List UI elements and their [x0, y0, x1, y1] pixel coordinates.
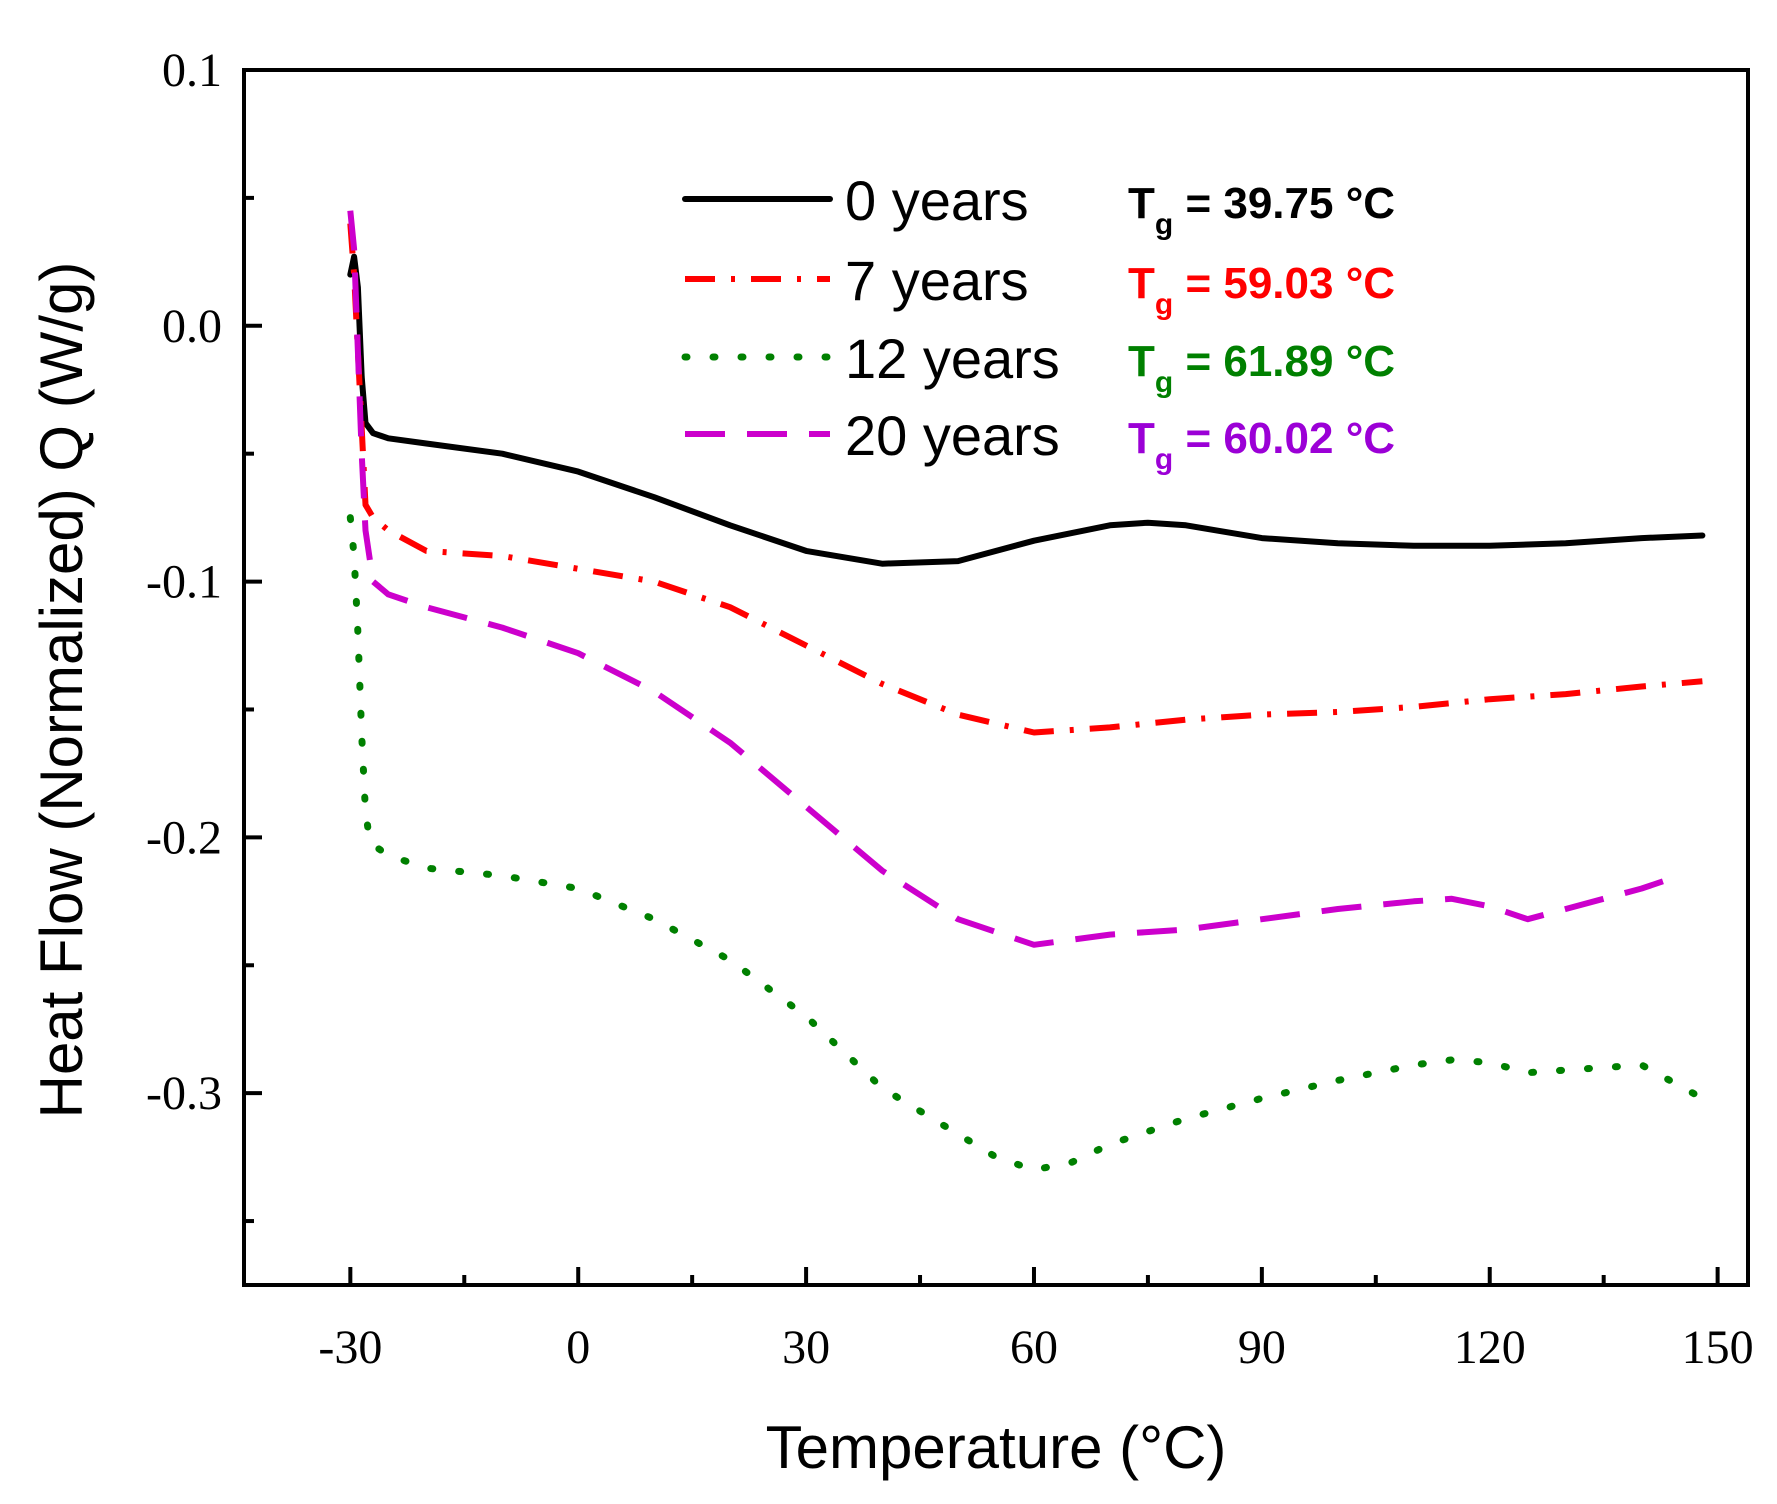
series-layer [346, 210, 1706, 1174]
series-line-0 [347, 253, 1706, 567]
legend: 0 years Tg = 39.75 °C 7 years Tg = 59.03 °C… [681, 169, 1395, 476]
tg-annotation-3: Tg = 60.02 °C [1128, 414, 1395, 476]
series-line-1 [347, 223, 1703, 736]
x-tick-label: 30 [782, 1321, 830, 1374]
series-line-2 [346, 514, 1706, 1174]
legend-label-1: 7 years [845, 249, 1029, 312]
tg-subscript: g [1155, 288, 1173, 321]
x-axis-title: Temperature (°C) [766, 1414, 1227, 1481]
y-tick-label: -0.3 [146, 1067, 222, 1120]
tg-value: = 59.03 °C [1173, 259, 1395, 308]
y-axis-title: Heat Flow (Normalized) Q (W/g) [28, 262, 95, 1119]
x-tick-label: 150 [1682, 1321, 1754, 1374]
tg-symbol: T [1128, 414, 1155, 463]
tg-subscript: g [1155, 208, 1173, 241]
tg-symbol: T [1128, 259, 1155, 308]
tick-layer: -30 0 30 60 90 120 150 0.1 0.0 -0.1 -0.2 -0.3 [146, 44, 1754, 1374]
tg-subscript: g [1155, 366, 1173, 399]
x-tick-label: 0 [566, 1321, 590, 1374]
y-tick-label: 0.1 [162, 44, 222, 97]
y-tick-label: -0.1 [146, 556, 222, 609]
tg-symbol: T [1128, 179, 1155, 228]
series-line-3 [347, 210, 1681, 948]
tg-symbol: T [1128, 337, 1155, 386]
y-tick-label: 0.0 [162, 300, 222, 353]
tg-value: = 60.02 °C [1173, 414, 1395, 463]
y-tick-label: -0.2 [146, 811, 222, 864]
tg-annotation-2: Tg = 61.89 °C [1128, 337, 1395, 399]
tg-subscript: g [1155, 443, 1173, 476]
plot-area-background [244, 70, 1748, 1285]
x-tick-label: 60 [1010, 1321, 1058, 1374]
x-tick-label: -30 [318, 1321, 382, 1374]
plot-frame [242, 68, 1750, 1287]
tg-value: = 61.89 °C [1173, 337, 1395, 386]
legend-label-3: 20 years [845, 404, 1060, 467]
x-tick-label: 120 [1454, 1321, 1526, 1374]
legend-label-2: 12 years [845, 327, 1060, 390]
tg-annotation-0: Tg = 39.75 °C [1128, 179, 1395, 241]
tg-value: = 39.75 °C [1173, 179, 1395, 228]
tg-annotation-1: Tg = 59.03 °C [1128, 259, 1395, 321]
legend-label-0: 0 years [845, 169, 1029, 232]
x-tick-label: 90 [1238, 1321, 1286, 1374]
